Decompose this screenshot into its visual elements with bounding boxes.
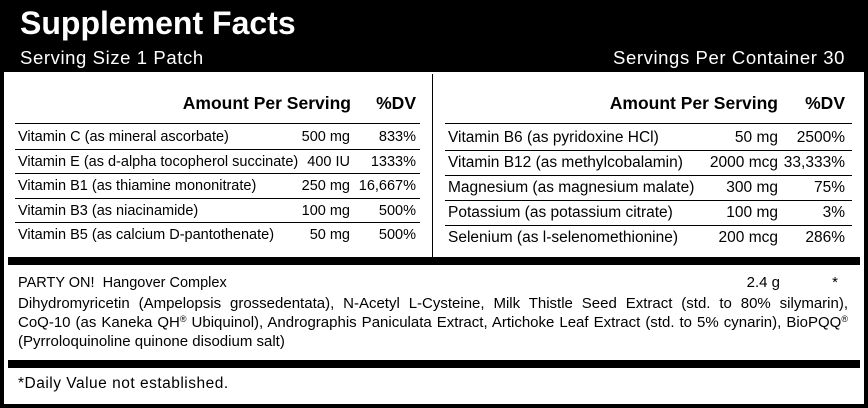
nutrient-table-left: Vitamin C (as mineral ascorbate) 500 mg …: [15, 125, 420, 248]
thick-rule: [8, 360, 860, 368]
nutrient-amount: 400 IU: [307, 153, 350, 170]
nutrient-amount: 50 mg: [734, 129, 778, 146]
facts-panel: Amount Per Serving %DV Amount Per Servin…: [4, 72, 864, 404]
nutrient-dv: 2500%: [796, 129, 845, 146]
nutrient-row: Selenium (as l-selenomethionine) 200 mcg…: [445, 226, 852, 251]
nutrient-dv: 33,333%: [783, 154, 845, 171]
nutrient-name: Vitamin B5 (as calcium D-pantothenate): [18, 227, 275, 244]
dv-heading: %DV: [805, 93, 845, 113]
blend-dv: *: [832, 274, 838, 291]
blend-ingredients: Dihydromyricetin (Ampelopsis grossedenta…: [18, 294, 848, 351]
nutrient-dv: 833%: [378, 129, 416, 145]
nutrient-amount: 500 mg: [301, 129, 350, 145]
registered-mark: ®: [841, 313, 848, 324]
nutrient-name: Vitamin B6 (as pyridoxine HCl): [448, 129, 659, 146]
nutrient-amount: 100 mg: [301, 202, 350, 219]
nutrient-dv: 16,667%: [358, 178, 416, 195]
nutrient-dv: 3%: [822, 204, 845, 221]
nutrient-dv: 75%: [813, 179, 845, 196]
nutrient-name: Vitamin B3 (as niacinamide): [18, 202, 199, 219]
ingredients-line: Dihydromyricetin (Ampelopsis grossedenta…: [18, 294, 848, 312]
nutrient-dv: 500%: [378, 202, 416, 219]
nutrient-amount: 200 mcg: [718, 229, 778, 246]
dv-heading: %DV: [376, 93, 416, 113]
header-rule: [445, 123, 852, 124]
thick-rule: [8, 257, 860, 265]
nutrient-row: Vitamin E (as d-alpha tocopherol succina…: [15, 150, 420, 175]
nutrient-name: Potassium (as potassium citrate): [448, 204, 673, 221]
footnote: *Daily Value not established.: [18, 375, 229, 392]
nutrient-amount: 2000 mcg: [709, 154, 778, 171]
servings-per-container: Servings Per Container 30: [613, 47, 845, 68]
nutrient-row: Vitamin B1 (as thiamine mononitrate) 250…: [15, 174, 420, 199]
nutrient-row: Magnesium (as magnesium malate) 300 mg 7…: [445, 176, 852, 201]
nutrient-dv: 1333%: [370, 153, 416, 170]
nutrient-name: Selenium (as l-selenomethionine): [448, 229, 679, 246]
ingredients-line: (Pyrroloquinoline quinone disodium salt): [18, 332, 285, 350]
nutrient-name: Vitamin B12 (as methylcobalamin): [448, 154, 683, 171]
nutrient-dv: 286%: [805, 229, 845, 246]
nutrient-name: Vitamin E (as d-alpha tocopherol succina…: [18, 153, 299, 170]
nutrient-row: Vitamin B12 (as methylcobalamin) 2000 mc…: [445, 151, 852, 176]
nutrient-dv: 500%: [378, 227, 416, 244]
nutrient-row: Potassium (as potassium citrate) 100 mg …: [445, 201, 852, 226]
amount-per-serving-heading: Amount Per Serving: [182, 93, 351, 113]
nutrient-row: Vitamin B5 (as calcium D-pantothenate) 5…: [15, 223, 420, 248]
nutrient-table-right: Vitamin B6 (as pyridoxine HCl) 50 mg 250…: [445, 126, 852, 251]
amount-per-serving-heading: Amount Per Serving: [609, 93, 778, 113]
registered-mark: ®: [179, 313, 187, 324]
label-title: Supplement Facts: [20, 5, 296, 41]
nutrient-row: Vitamin B6 (as pyridoxine HCl) 50 mg 250…: [445, 126, 852, 151]
nutrient-name: Vitamin B1 (as thiamine mononitrate): [18, 178, 257, 195]
header-rule: [15, 123, 420, 124]
nutrient-amount: 50 mg: [309, 227, 350, 244]
blend-name: PARTY ON! Hangover Complex: [18, 275, 227, 291]
serving-size: Serving Size 1 Patch: [20, 47, 204, 68]
nutrient-amount: 100 mg: [726, 204, 778, 221]
nutrient-name: Magnesium (as magnesium malate): [448, 179, 695, 196]
nutrient-name: Vitamin C (as mineral ascorbate): [18, 129, 229, 145]
nutrient-amount: 300 mg: [726, 179, 778, 196]
ingredients-line: CoQ-10 (as Kaneka QH® Ubiquinol), Androg…: [18, 313, 848, 331]
column-divider: [432, 74, 433, 257]
header-band: Supplement Facts Serving Size 1 Patch Se…: [0, 0, 868, 72]
nutrient-amount: 250 mg: [301, 178, 350, 195]
blend-amount: 2.4 g: [746, 274, 780, 291]
nutrient-row: Vitamin C (as mineral ascorbate) 500 mg …: [15, 125, 420, 150]
nutrient-row: Vitamin B3 (as niacinamide) 100 mg 500%: [15, 199, 420, 224]
